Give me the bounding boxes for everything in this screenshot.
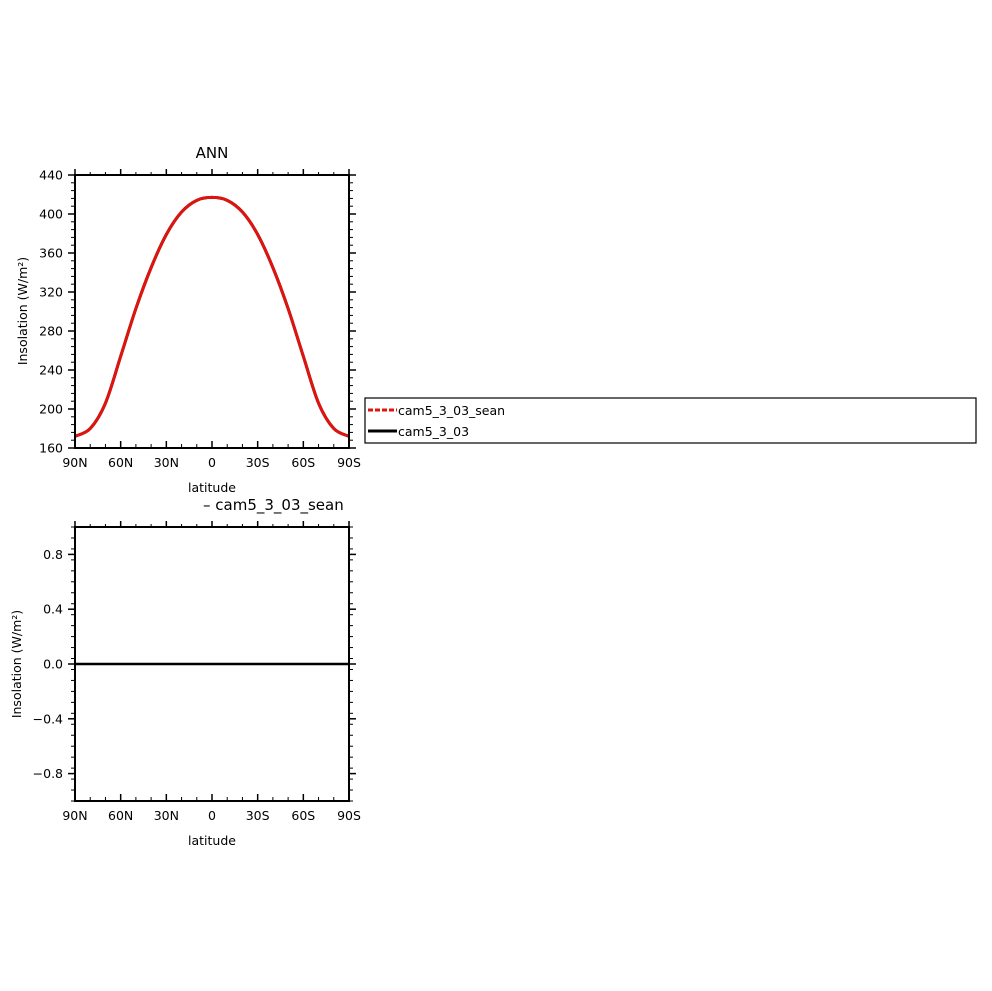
legend-box xyxy=(364,397,977,444)
top-y-tick-label: 240 xyxy=(39,363,63,378)
top-y-tick-label: 160 xyxy=(39,441,63,456)
bottom-y-tick-label: 0.4 xyxy=(43,602,63,617)
top-y-tick-label: 400 xyxy=(39,207,63,222)
top-panel: ANN 90N 60N 30N 0 30S 60S 90S 160 200 240 280 320 36… xyxy=(15,144,361,495)
legend: cam5_3_03_sean cam5_3_03 xyxy=(364,397,977,444)
top-y-tick-label: 280 xyxy=(39,324,63,339)
top-x-tick-label: 60N xyxy=(108,455,133,470)
bottom-panel-title: – cam5_3_03_sean xyxy=(203,496,344,515)
top-plot-frame xyxy=(74,174,350,449)
bottom-y-tick-label: −0.8 xyxy=(33,766,63,781)
bottom-y-tick-label: 0.0 xyxy=(43,657,63,672)
bottom-x-tick-label: 0 xyxy=(208,808,216,823)
legend-entry-2: cam5_3_03 xyxy=(398,424,469,439)
bottom-x-axis-label: latitude xyxy=(188,833,236,848)
top-x-tick-label: 30S xyxy=(246,455,270,470)
top-series-line-1 xyxy=(74,195,350,438)
bottom-x-tick-label: 60N xyxy=(108,808,133,823)
bottom-y-axis-label: Insolation (W/m²) xyxy=(9,610,24,718)
bottom-plot-frame xyxy=(74,526,350,802)
top-x-tick-label: 30N xyxy=(154,455,179,470)
top-x-axis-label: latitude xyxy=(188,480,236,495)
bottom-panel: – cam5_3_03_sean 90N 60N 30N 0 30S 60S 90S −0.8… xyxy=(9,496,361,848)
top-panel-title: ANN xyxy=(196,144,229,162)
legend-entry-1: cam5_3_03_sean xyxy=(398,403,505,418)
bottom-x-tick-label: 30N xyxy=(154,808,179,823)
bottom-x-tick-label: 90N xyxy=(62,808,87,823)
top-y-tick-label: 440 xyxy=(39,168,63,183)
bottom-x-tick-label: 30S xyxy=(246,808,270,823)
top-y-tick-label: 360 xyxy=(39,246,63,261)
bottom-y-tick-label: 0.8 xyxy=(43,547,63,562)
top-x-tick-label: 90N xyxy=(62,455,87,470)
bottom-x-tick-label: 90S xyxy=(337,808,361,823)
top-series-line-2 xyxy=(74,195,350,438)
top-y-axis-label: Insolation (W/m²) xyxy=(15,257,30,365)
bottom-y-tick-label: −0.4 xyxy=(33,711,63,726)
top-y-tick-label: 200 xyxy=(39,402,63,417)
top-x-tick-label: 0 xyxy=(208,455,216,470)
bottom-x-tick-label: 60S xyxy=(291,808,315,823)
top-x-tick-label: 90S xyxy=(337,455,361,470)
top-y-tick-label: 320 xyxy=(39,285,63,300)
top-x-tick-label: 60S xyxy=(291,455,315,470)
